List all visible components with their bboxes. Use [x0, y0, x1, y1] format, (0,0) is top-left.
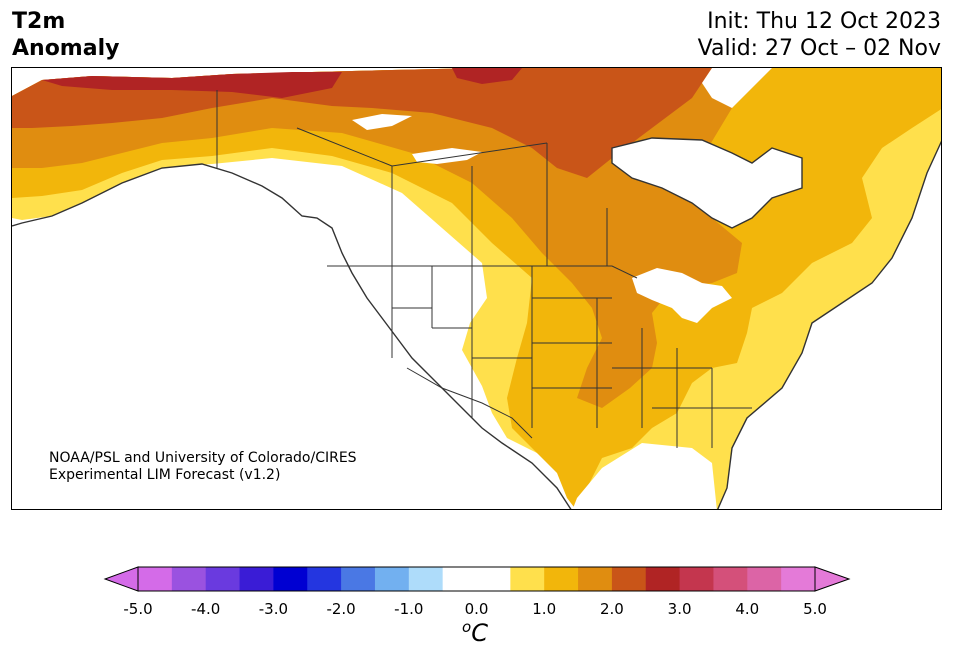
colorbar-tick-label: -1.0: [394, 600, 424, 618]
colorbar-segment: [307, 567, 342, 591]
colorbar-segment: [645, 567, 681, 591]
colorbar-frame: [137, 566, 816, 592]
anomaly-zone-red-north: [452, 68, 522, 84]
credit-line-1: NOAA/PSL and University of Colorado/CIRE…: [49, 450, 357, 466]
colorbar-segment: [205, 567, 241, 591]
north-water: [702, 68, 772, 108]
anomaly-map: [11, 67, 942, 510]
credit-text: NOAA/PSL and University of Colorado/CIRE…: [49, 450, 357, 484]
colorbar-over-arrow: [814, 566, 851, 592]
colorbar-segment: [341, 567, 376, 591]
unit-degree: o: [462, 618, 472, 636]
colorbar-segment: [679, 567, 714, 591]
us-canada-border: [327, 265, 638, 279]
unit-letter: C: [471, 619, 488, 647]
colorbar-segment: [611, 567, 647, 591]
colorbar-tick-label: 4.0: [735, 600, 760, 618]
init-date: Init: Thu 12 Oct 2023: [707, 9, 941, 34]
colorbar-segment: [747, 567, 782, 591]
colorbar-tick-label: 1.0: [532, 600, 557, 618]
colorbar-tick-label: -5.0: [123, 600, 153, 618]
colorbar-segment: [239, 567, 274, 591]
colorbar-segment: [171, 567, 207, 591]
colorbar: [103, 566, 851, 592]
valid-date: Valid: 27 Oct – 02 Nov: [697, 36, 941, 61]
atlantic-ocean: [717, 258, 941, 509]
colorbar-segment: [544, 567, 579, 591]
title-line-1: T2m: [12, 9, 66, 34]
credit-line-2: Experimental LIM Forecast (v1.2): [49, 467, 281, 483]
colorbar-segment: [713, 567, 748, 591]
colorbar-tick-label: 0.0: [464, 600, 489, 618]
gulf-of-mexico: [572, 443, 717, 509]
province-borders: [296, 127, 608, 266]
title-line-2: Anomaly: [12, 36, 120, 61]
colorbar-segment: [273, 567, 308, 591]
great-bear-lake: [352, 114, 412, 130]
forecast-dates: Init: Thu 12 Oct 2023 Valid: 27 Oct – 02…: [698, 8, 941, 62]
great-lakes: [632, 268, 732, 323]
us-state-borders: [391, 266, 752, 448]
colorbar-unit: oC: [462, 618, 488, 647]
map-canvas: [12, 68, 941, 509]
colorbar-tick-label: 5.0: [803, 600, 827, 618]
colorbar-segment: [510, 567, 545, 591]
colorbar-segment: [578, 567, 613, 591]
colorbar-tick-label: -2.0: [326, 600, 356, 618]
map-title: T2m Anomaly: [12, 8, 119, 62]
anomaly-zone-red: [42, 72, 342, 98]
borders: [216, 90, 752, 448]
us-mexico-border: [406, 367, 533, 439]
colorbar-tick-label: -4.0: [191, 600, 221, 618]
colorbar-segment: [408, 567, 444, 591]
colorbar-tick-label: -3.0: [258, 600, 289, 618]
colorbar-under-arrow: [103, 566, 139, 592]
anomaly-zone-red-orange: [12, 68, 712, 178]
colorbar-segment: [138, 567, 173, 591]
colorbar-segment: [781, 567, 816, 591]
colorbar-tick-label: 2.0: [599, 600, 624, 618]
hudson-bay: [612, 138, 802, 228]
colorbar-segment: [374, 567, 410, 591]
colorbar-segment: [442, 567, 511, 591]
colorbar-tick-label: 3.0: [667, 600, 692, 618]
coastline: [12, 137, 941, 509]
pacific-ocean: [12, 164, 571, 509]
